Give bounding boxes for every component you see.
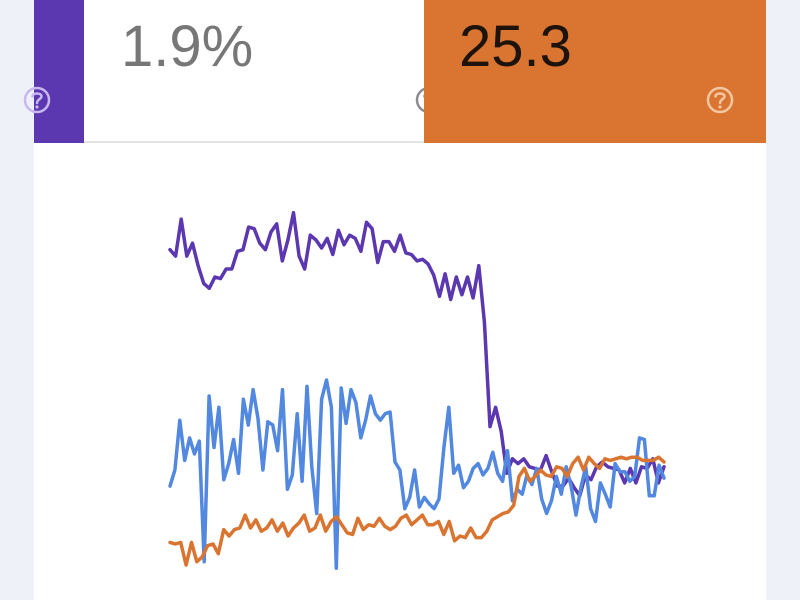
trend-chart-panel — [34, 143, 766, 600]
metric-cards: 1.9% 25.3 — [23, 0, 766, 143]
metric-card-2[interactable]: 1.9% — [84, 0, 443, 143]
series-line-2 — [168, 378, 666, 570]
series-line-1 — [168, 210, 666, 498]
metric-card-3[interactable]: 25.3 — [424, 0, 766, 143]
metric-value: 1.9% — [121, 14, 254, 79]
metric-card-1[interactable] — [23, 0, 84, 143]
help-circle-icon[interactable] — [703, 83, 737, 117]
metric-value: 25.3 — [459, 14, 572, 79]
series-line-3 — [168, 455, 666, 567]
trend-chart — [168, 210, 666, 570]
help-circle-icon[interactable] — [20, 83, 54, 117]
